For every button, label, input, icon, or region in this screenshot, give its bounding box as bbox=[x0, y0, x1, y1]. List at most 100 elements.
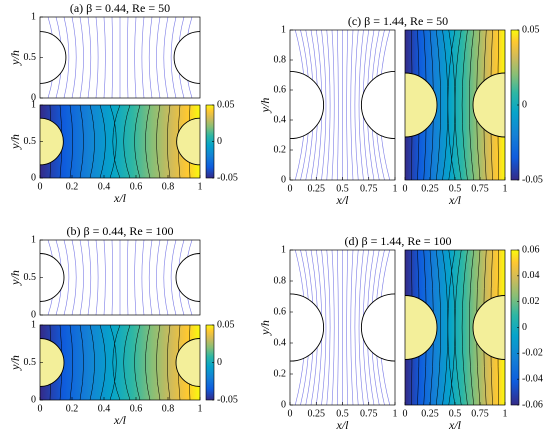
y-tick-label: 0.2 bbox=[274, 368, 287, 379]
cylinder bbox=[175, 253, 200, 302]
x-tick-label: 0.8 bbox=[162, 403, 175, 414]
plot-area bbox=[40, 325, 200, 400]
y-tick-label: 0.4 bbox=[274, 114, 287, 125]
x-tick-label: 0.25 bbox=[308, 183, 326, 194]
streamline bbox=[170, 240, 177, 315]
cylinder bbox=[176, 117, 200, 166]
colorbar-tick-label: -0.05 bbox=[217, 394, 238, 405]
streamline bbox=[148, 240, 153, 315]
x-tick-label: 0.2 bbox=[66, 403, 79, 414]
contour-line bbox=[134, 325, 141, 400]
streamline bbox=[71, 240, 77, 315]
cylinder bbox=[290, 293, 325, 362]
y-tick-label: 0.5 bbox=[24, 272, 37, 283]
streamline bbox=[79, 17, 84, 98]
x-tick-label: 0.6 bbox=[130, 181, 143, 192]
x-axis-label: x/l bbox=[336, 193, 350, 207]
plot-area bbox=[40, 240, 200, 315]
contour-line bbox=[436, 30, 441, 180]
panel: 0 0.25 0.5 0.75 100.20.40.60.81(c) β = 1.44,… bbox=[258, 14, 448, 207]
streamline bbox=[336, 250, 339, 405]
plot-area bbox=[40, 17, 200, 98]
x-axis-label: x/l bbox=[448, 193, 462, 207]
x-tick-label: 0 bbox=[38, 403, 43, 414]
plot-area bbox=[405, 30, 505, 180]
x-tick-label: 0.5 bbox=[336, 408, 349, 419]
y-axis-label: y/h bbox=[258, 98, 272, 114]
y-tick-label: 0 bbox=[281, 174, 286, 185]
colorbar-tick-label: 0 bbox=[217, 357, 222, 368]
y-tick-label: 0.5 bbox=[24, 357, 37, 368]
x-tick-label: 0.25 bbox=[421, 408, 439, 419]
contour-line bbox=[156, 325, 161, 400]
x-tick-label: 0.2 bbox=[66, 181, 79, 192]
contour-line bbox=[156, 105, 161, 178]
y-tick-label: 0.6 bbox=[274, 306, 287, 317]
x-tick-label: 1 bbox=[393, 408, 398, 419]
streamline bbox=[79, 240, 84, 315]
colorbar-tick-label: 0.05 bbox=[217, 319, 235, 330]
y-tick-label: 0.8 bbox=[274, 54, 287, 65]
streamline bbox=[163, 17, 169, 98]
x-tick-label: 0.5 bbox=[449, 183, 462, 194]
streamline bbox=[127, 17, 129, 98]
streamline bbox=[331, 250, 335, 405]
y-tick-label: 0.6 bbox=[274, 84, 287, 95]
y-tick-label: 1 bbox=[31, 11, 36, 22]
streamline bbox=[63, 17, 70, 98]
contour-line bbox=[461, 30, 468, 180]
x-tick-label: 0.6 bbox=[130, 403, 143, 414]
contour-line bbox=[69, 105, 73, 178]
colorbar-tick-label: 0.06 bbox=[522, 244, 540, 255]
streamline bbox=[346, 250, 349, 405]
streamline bbox=[163, 240, 169, 315]
contour-line bbox=[109, 105, 117, 178]
plot-area bbox=[40, 105, 200, 178]
streamline bbox=[156, 17, 161, 98]
streamline bbox=[358, 30, 364, 180]
y-axis-label: y/h bbox=[8, 270, 22, 286]
y-axis-label: y/h bbox=[8, 50, 22, 66]
contour-line bbox=[99, 325, 106, 400]
contour-line bbox=[109, 325, 117, 400]
y-tick-label: 0 bbox=[31, 172, 36, 183]
panel: 0 0.5 1 (b) β = 0.44, Re = 100 y/h bbox=[8, 224, 201, 320]
x-tick-label: 1 bbox=[198, 181, 203, 192]
streamline bbox=[336, 30, 339, 180]
contour-line bbox=[469, 250, 474, 405]
contour-line bbox=[89, 105, 95, 178]
cylinder bbox=[405, 295, 438, 360]
contour-line bbox=[134, 105, 141, 178]
colorbar-tick-label: 0.05 bbox=[522, 24, 540, 35]
contour-line bbox=[99, 105, 106, 178]
y-tick-label: 0 bbox=[31, 92, 36, 103]
streamline bbox=[71, 17, 77, 98]
streamline bbox=[321, 250, 327, 405]
contour-line bbox=[89, 325, 95, 400]
cylinder bbox=[472, 72, 505, 138]
cylinder bbox=[175, 338, 200, 387]
x-axis-label: x/l bbox=[336, 418, 350, 432]
contour-line bbox=[112, 105, 121, 178]
y-tick-label: 0.2 bbox=[274, 144, 287, 155]
y-tick-label: 1 bbox=[281, 24, 286, 35]
cylinder bbox=[405, 72, 438, 138]
y-tick-label: 1 bbox=[31, 234, 36, 245]
contour-line bbox=[69, 325, 73, 400]
x-tick-label: 1 bbox=[503, 408, 508, 419]
y-tick-label: 0 bbox=[31, 309, 36, 320]
streamline bbox=[354, 30, 359, 180]
contour-line bbox=[469, 30, 474, 180]
y-axis-label: y/h bbox=[8, 355, 22, 371]
streamline bbox=[350, 250, 354, 405]
plot-area bbox=[290, 30, 395, 180]
y-tick-label: 1 bbox=[31, 319, 36, 330]
streamline bbox=[326, 250, 331, 405]
colorbar-tick-label: 0.04 bbox=[522, 270, 540, 281]
contour-line bbox=[112, 325, 121, 400]
streamline bbox=[134, 240, 137, 315]
streamline bbox=[354, 250, 359, 405]
x-tick-label: 0.25 bbox=[308, 408, 326, 419]
colorbar-tick-label: -0.05 bbox=[217, 172, 238, 183]
